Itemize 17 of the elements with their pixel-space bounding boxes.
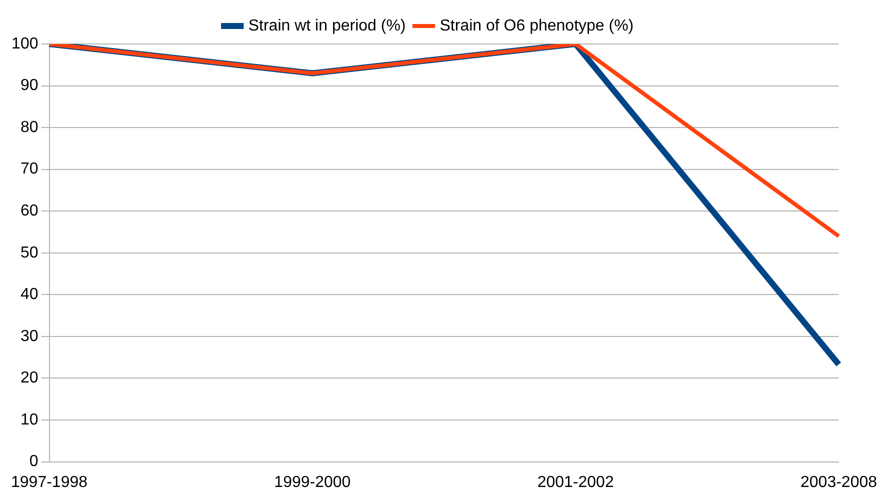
y-tick-label: 100	[12, 35, 38, 52]
legend-label: Strain wt in period (%)	[248, 17, 406, 34]
x-tick-label: 2001-2002	[537, 474, 614, 491]
y-tick-label: 30	[20, 328, 38, 345]
y-tick-label: 0	[29, 453, 38, 470]
y-tick-label: 80	[20, 118, 38, 136]
x-tick-label: 1999-2000	[274, 474, 351, 491]
y-tick-label: 70	[20, 160, 38, 178]
y-tick-label: 10	[20, 411, 38, 428]
y-tick-label: 20	[20, 370, 38, 387]
x-tick-label: 1997-1998	[11, 474, 88, 491]
x-tick-label: 2003-2008	[800, 474, 878, 491]
y-tick-label: 60	[20, 202, 38, 220]
y-tick-label: 50	[20, 244, 38, 262]
y-tick-label: 90	[20, 77, 38, 94]
y-tick-label: 40	[20, 286, 38, 304]
legend-label: Strain of O6 phenotype (%)	[440, 17, 634, 34]
